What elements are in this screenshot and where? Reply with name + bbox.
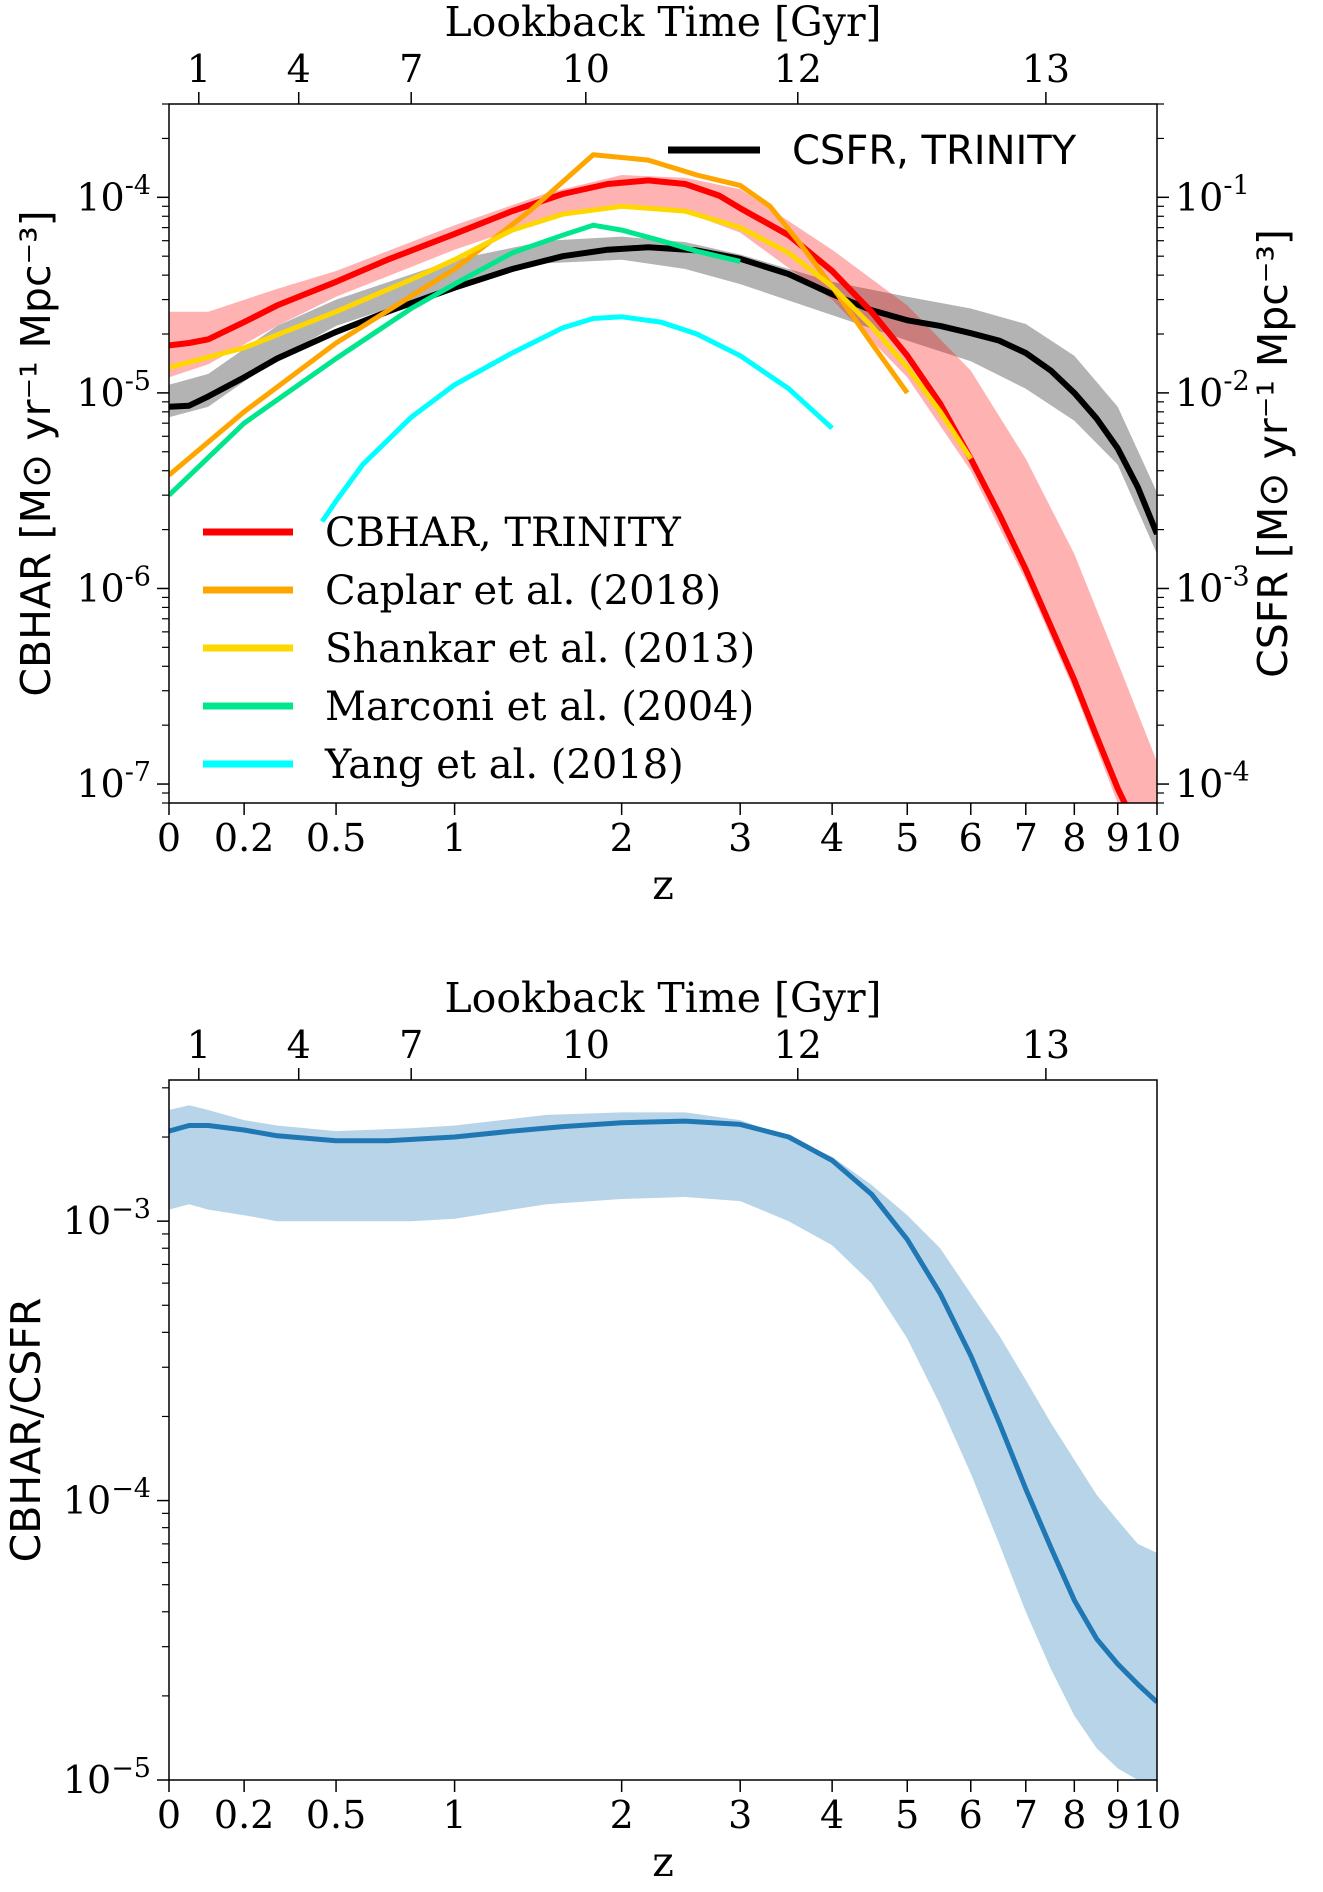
y-tick-label: 10−5 — [63, 1753, 151, 1802]
y2-tick-label: 10-4 — [1175, 757, 1250, 806]
axes-frame — [168, 103, 1158, 804]
x-tick-label: 3 — [728, 1793, 752, 1837]
x-tick-label: 3 — [728, 816, 752, 860]
x-tick-label: 8 — [1062, 1793, 1086, 1837]
top-axis-label: Lookback Time [Gyr] — [444, 0, 881, 46]
x-tick-label: 2 — [610, 816, 634, 860]
band-cbhar-trinity — [169, 175, 1157, 803]
series-yang-et-al-2018- — [320, 314, 834, 523]
x-tick-label: 6 — [959, 816, 983, 860]
top-tick-label: 1 — [187, 1023, 211, 1067]
y-tick-label: 10-6 — [76, 561, 151, 610]
legend: CSFR, TRINITY CBHAR, TRINITY Caplar et al.… — [203, 128, 1077, 788]
y-tick-label: 10-5 — [76, 366, 151, 415]
x-tick-label: 0.2 — [214, 816, 274, 860]
x-tick-label: 10 — [1133, 1793, 1181, 1837]
top-tick-label: 4 — [287, 47, 311, 91]
uncertainty-bands — [169, 175, 1157, 803]
series-shankar-et-al-2013- — [169, 203, 973, 461]
legend-label: Yang et al. (2018) — [324, 742, 684, 788]
y2-tick-label: 10-1 — [1175, 170, 1250, 219]
x-axis-label: z — [652, 1838, 674, 1886]
legend-label: CBHAR, TRINITY — [325, 510, 681, 556]
uncertainty-bands — [169, 1105, 1157, 1780]
axes-frame — [168, 1079, 1158, 1781]
top-tick-label: 13 — [1022, 47, 1070, 91]
top-tick-label: 7 — [399, 47, 423, 91]
series-caplar-et-al-2018- — [169, 152, 910, 478]
series-cbhar-trinity — [169, 177, 1129, 803]
x-tick-label: 4 — [820, 816, 844, 860]
y-tick-label: 10−4 — [63, 1474, 151, 1523]
x-tick-label: 8 — [1062, 816, 1086, 860]
top-tick-label: 12 — [774, 1023, 822, 1067]
y-tick-label: 10-7 — [76, 757, 151, 806]
x-tick-label: 4 — [820, 1793, 844, 1837]
x-tick-label: 9 — [1106, 1793, 1130, 1837]
x-tick-label: 6 — [959, 1793, 983, 1837]
x-tick-label: 5 — [895, 1793, 919, 1837]
panel-ratio: 0 0.2 0.5 1 2 3 4 5 6 7 8 9 101 4 7 10 12 1310−310−410−5 … — [2, 974, 1181, 1886]
top-tick-label: 12 — [774, 47, 822, 91]
x-tick-label: 0.5 — [306, 816, 366, 860]
x-tick-label: 0 — [157, 816, 181, 860]
x-axis-label: z — [652, 861, 674, 909]
series-csfr-trinity — [169, 244, 1157, 536]
x-tick-label: 0.5 — [306, 1793, 366, 1837]
series-cbhar-csfr — [169, 1118, 1157, 1704]
top-tick-label: 7 — [399, 1023, 423, 1067]
y2-axis-label: CSFR [M⊙ yr⁻¹ Mpc⁻³] — [1249, 229, 1297, 678]
data-series — [169, 152, 1157, 803]
panel-cbhar-csfr: 0 0.2 0.5 1 2 3 4 5 6 7 8 9 101 4 7 10 12 1310-410-510-61… — [12, 0, 1297, 909]
x-tick-label: 2 — [610, 1793, 634, 1837]
top-tick-label: 4 — [287, 1023, 311, 1067]
y2-tick-label: 10-2 — [1175, 366, 1250, 415]
x-tick-label: 1 — [443, 1793, 467, 1837]
x-tick-label: 1 — [443, 816, 467, 860]
x-tick-label: 5 — [895, 816, 919, 860]
y2-tick-label: 10-3 — [1175, 561, 1250, 610]
series-marconi-et-al-2004- — [169, 222, 741, 498]
x-tick-label: 7 — [1014, 816, 1038, 860]
top-tick-label: 10 — [562, 47, 610, 91]
top-tick-label: 13 — [1022, 1023, 1070, 1067]
data-series — [169, 1118, 1157, 1704]
y-axis-label: CBHAR/CSFR — [2, 1298, 50, 1563]
x-tick-label: 0.2 — [214, 1793, 274, 1837]
y-tick-label: 10−3 — [63, 1194, 151, 1243]
y-axis-label: CBHAR [M⊙ yr⁻¹ Mpc⁻³] — [12, 210, 60, 696]
legend-label: CSFR, TRINITY — [792, 128, 1077, 174]
band-cbhar-csfr — [169, 1105, 1157, 1780]
band-csfr-trinity — [169, 236, 1157, 554]
top-axis-label: Lookback Time [Gyr] — [444, 974, 881, 1022]
legend-label: Shankar et al. (2013) — [325, 626, 755, 672]
x-tick-label: 9 — [1106, 816, 1130, 860]
x-tick-label: 10 — [1133, 816, 1181, 860]
legend-label: Marconi et al. (2004) — [325, 684, 754, 730]
top-tick-label: 10 — [562, 1023, 610, 1067]
y-tick-label: 10-4 — [76, 170, 151, 219]
legend-label: Caplar et al. (2018) — [325, 568, 721, 614]
top-tick-label: 1 — [187, 47, 211, 91]
axes: 0 0.2 0.5 1 2 3 4 5 6 7 8 9 101 4 7 10 12 1310-410-510-61… — [76, 47, 1249, 860]
x-tick-label: 0 — [157, 1793, 181, 1837]
x-tick-label: 7 — [1014, 1793, 1038, 1837]
